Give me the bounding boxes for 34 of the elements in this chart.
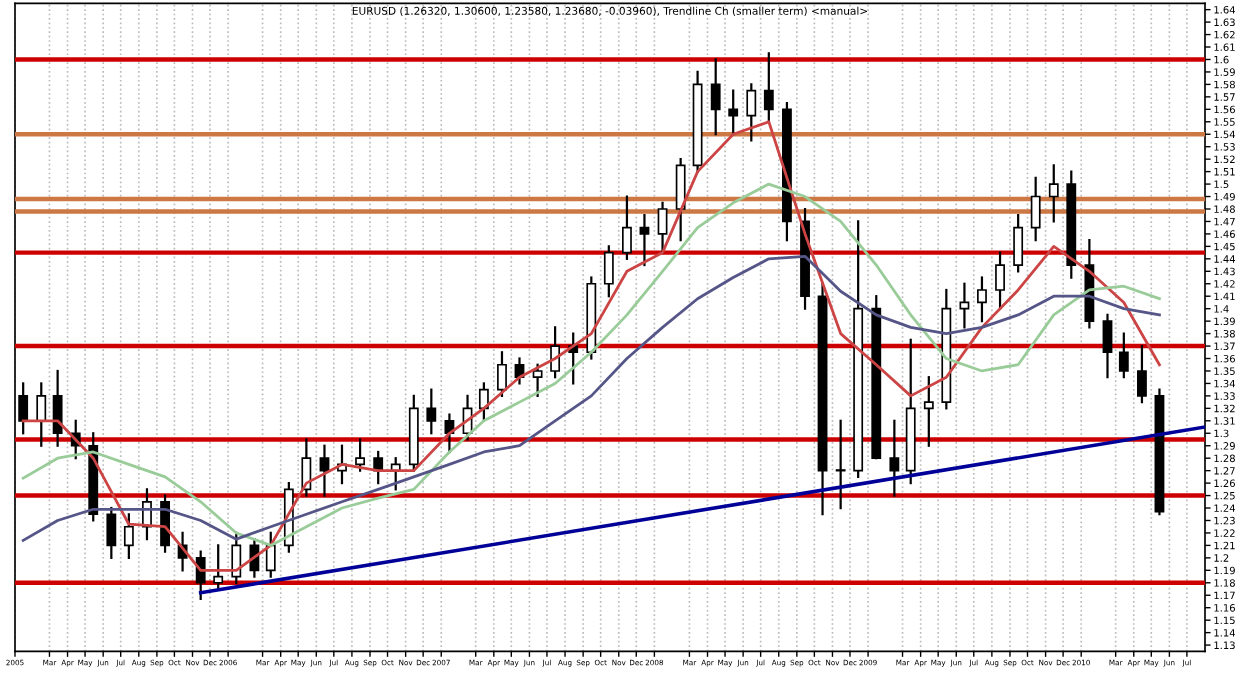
candlestick — [1118, 332, 1129, 379]
candlestick — [889, 419, 900, 497]
candlestick — [1137, 344, 1147, 404]
candlestick — [746, 83, 757, 142]
candlestick — [52, 369, 63, 447]
candlestick — [213, 544, 224, 591]
candlestick — [622, 195, 632, 260]
candlestick — [106, 506, 117, 559]
candlestick — [319, 444, 330, 497]
candlestick — [603, 245, 614, 298]
candlestick — [763, 52, 774, 123]
candlestick — [1013, 214, 1024, 273]
candlestick — [710, 58, 721, 136]
candlestick — [301, 438, 312, 497]
candlestick — [657, 201, 668, 254]
candlestick — [728, 89, 739, 136]
candlestick — [497, 351, 507, 397]
candlestick — [1030, 176, 1041, 242]
candlestick — [355, 438, 366, 472]
candlestick — [36, 382, 47, 447]
candlestick — [959, 282, 970, 329]
candlestick — [426, 388, 437, 435]
candlestick — [923, 376, 934, 447]
candlestick — [675, 158, 686, 242]
candlestick — [265, 531, 276, 578]
candlestick — [835, 419, 846, 510]
candlestick — [995, 251, 1005, 310]
candlestick — [1102, 313, 1113, 379]
candlestick — [1048, 164, 1059, 223]
candlestick — [639, 214, 650, 267]
candlestick — [550, 326, 561, 379]
candlestick — [532, 363, 543, 397]
candlestick — [123, 513, 134, 559]
candlestick — [977, 276, 987, 323]
